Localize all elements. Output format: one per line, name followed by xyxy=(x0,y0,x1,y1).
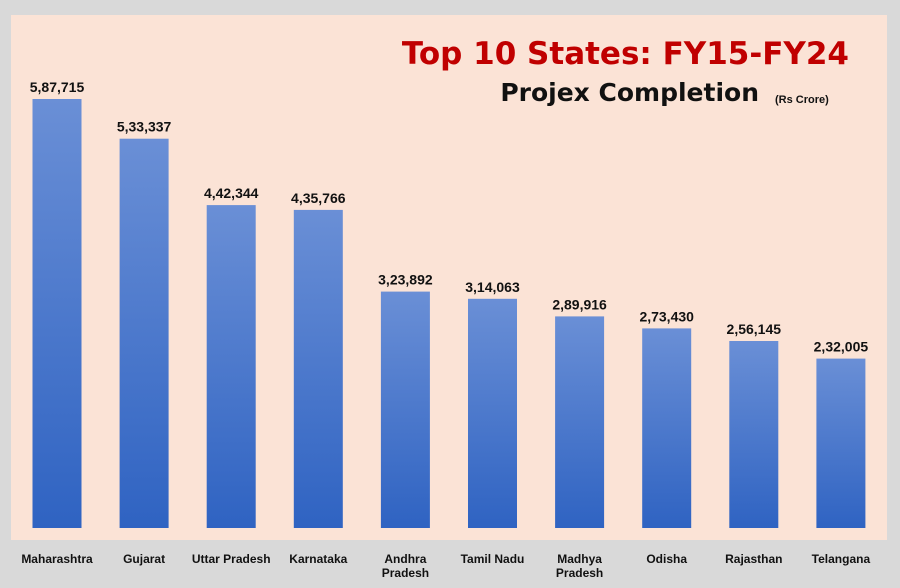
category-label: Gujarat xyxy=(123,552,165,566)
category-label-line: Odisha xyxy=(646,552,687,566)
category-label: Andhra Pradesh xyxy=(382,552,429,580)
value-label: 5,33,337 xyxy=(117,119,172,135)
value-label: 2,56,145 xyxy=(727,321,782,337)
category-label: Tamil Nadu xyxy=(461,552,525,566)
category-label: Maharashtra xyxy=(21,552,93,566)
bar-maharashtra xyxy=(32,99,82,528)
value-label: 4,42,344 xyxy=(204,185,259,201)
bar-uttar-pradesh xyxy=(206,205,256,528)
chart-subtitle: Projex Completion xyxy=(500,78,759,107)
category-label: Karnataka xyxy=(289,552,347,566)
category-label-line: Maharashtra xyxy=(21,552,93,566)
category-label-line: Telangana xyxy=(812,552,871,566)
value-label: 4,35,766 xyxy=(291,190,346,206)
category-label-line: Rajasthan xyxy=(725,552,782,566)
category-label-line: Andhra xyxy=(384,552,426,566)
bar-gujarat xyxy=(119,138,169,528)
category-label: Odisha xyxy=(646,552,687,566)
bar-andhra-pradesh xyxy=(380,291,430,528)
category-axis-group: Maharashtra Gujarat Uttar Pradesh Karnataka… xyxy=(21,552,870,580)
bar-chart: Top 10 States: FY15-FY24 Projex Completi… xyxy=(30,36,869,528)
value-label: 2,89,916 xyxy=(552,296,607,312)
bar-odisha xyxy=(642,328,692,528)
category-label: Telangana xyxy=(812,552,871,566)
category-label-line: Uttar Pradesh xyxy=(192,552,271,566)
value-label: 3,23,892 xyxy=(378,272,433,288)
value-label: 2,73,430 xyxy=(639,308,694,324)
category-label-line: Madhya xyxy=(557,552,602,566)
value-label: 5,87,715 xyxy=(30,79,85,95)
bar-telangana xyxy=(816,358,866,528)
value-label: 3,14,063 xyxy=(465,279,520,295)
bar-karnataka xyxy=(293,209,343,528)
bar-madhya-pradesh xyxy=(555,316,605,528)
category-label-line: Gujarat xyxy=(123,552,165,566)
category-label: Rajasthan xyxy=(725,552,782,566)
unit-note: (Rs Crore) xyxy=(775,94,829,106)
category-label-line: Pradesh xyxy=(382,566,429,580)
category-label: Uttar Pradesh xyxy=(192,552,271,566)
category-label-line: Tamil Nadu xyxy=(461,552,525,566)
chart-title: Top 10 States: FY15-FY24 xyxy=(402,36,849,72)
value-labels-group: 5,87,715 5,33,337 4,42,344 4,35,766 3,23,892… xyxy=(30,79,869,355)
chart-card: Top 10 States: FY15-FY24 Projex Completi… xyxy=(11,15,887,540)
bar-tamil-nadu xyxy=(468,298,517,528)
bar-rajasthan xyxy=(729,341,779,528)
category-label-line: Pradesh xyxy=(556,566,603,580)
bars-group xyxy=(32,99,866,528)
category-label-line: Karnataka xyxy=(289,552,347,566)
value-label: 2,32,005 xyxy=(814,339,869,355)
category-label: Madhya Pradesh xyxy=(556,552,603,580)
